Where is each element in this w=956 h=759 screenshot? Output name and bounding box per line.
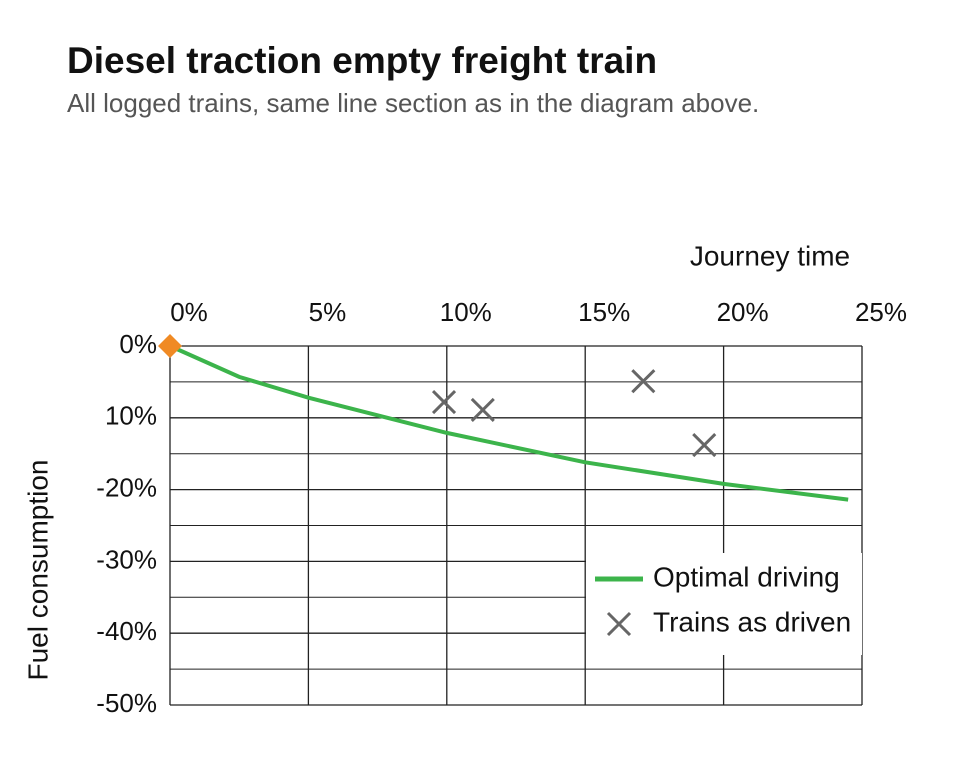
x-tick-label: 25% xyxy=(855,297,907,327)
y-tick-label: -20% xyxy=(96,472,157,502)
y-tick-label: 10% xyxy=(105,401,157,431)
y-tick-label: -40% xyxy=(96,616,157,646)
y-tick-label: -30% xyxy=(96,544,157,574)
reference-point xyxy=(158,334,182,358)
legend-box xyxy=(586,553,862,655)
x-tick-label: 15% xyxy=(578,297,630,327)
x-tick-label: 5% xyxy=(309,297,347,327)
y-tick-label: 0% xyxy=(119,329,157,359)
y-tick-label: -50% xyxy=(96,688,157,718)
chart-title: Diesel traction empty freight train xyxy=(67,40,657,81)
legend-label: Optimal driving xyxy=(653,561,840,592)
scatter-point xyxy=(692,433,717,458)
scatter-point xyxy=(470,397,495,422)
y-axis-label: Fuel consumption xyxy=(22,459,53,680)
x-tick-label: 0% xyxy=(170,297,208,327)
scatter-point xyxy=(631,369,656,394)
legend-label: Trains as driven xyxy=(653,606,851,637)
legend-swatch xyxy=(606,611,632,637)
x-axis-label: Journey time xyxy=(690,240,850,271)
scatter-point xyxy=(431,389,457,415)
x-tick-label: 10% xyxy=(440,297,492,327)
chart-subtitle: All logged trains, same line section as … xyxy=(67,88,759,118)
line xyxy=(169,344,849,502)
x-tick-label: 20% xyxy=(717,297,769,327)
